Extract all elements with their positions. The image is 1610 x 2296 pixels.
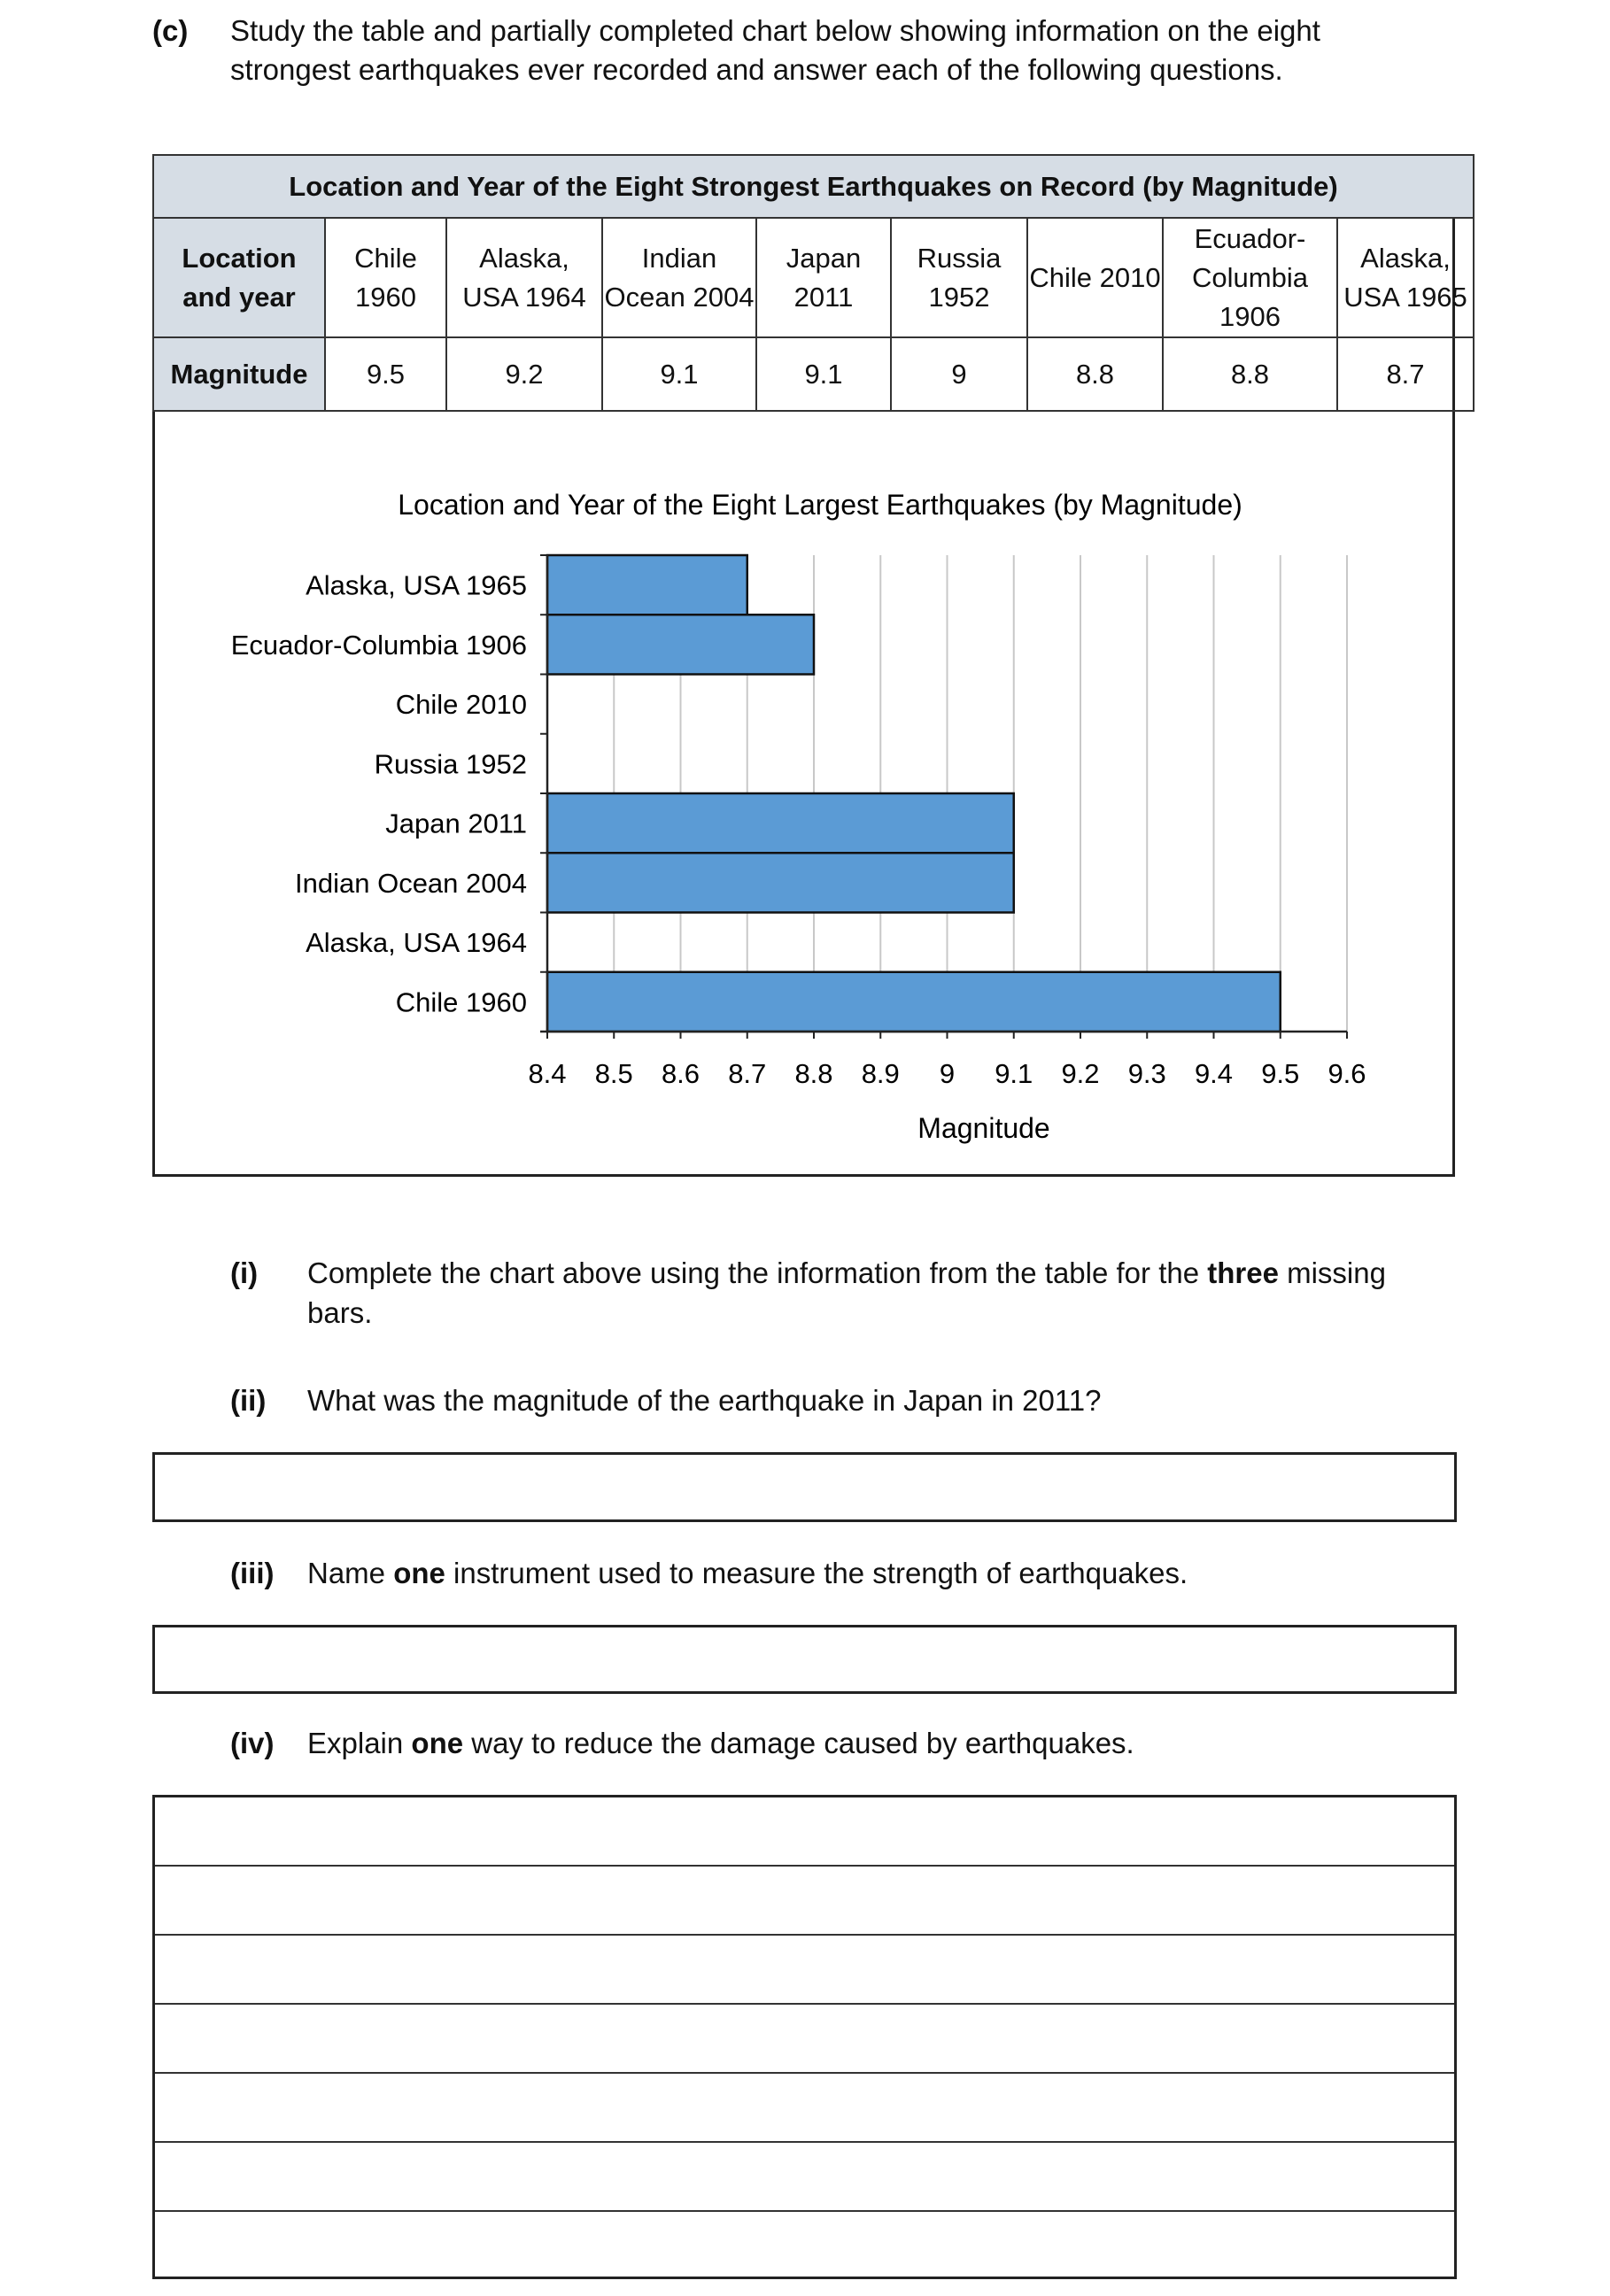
location-cell: Alaska, USA 1964 <box>445 217 603 338</box>
table-title: Location and Year of the Eight Strongest… <box>152 154 1475 219</box>
bar <box>546 970 1281 1033</box>
x-tick-label: 8.5 <box>595 1058 633 1089</box>
part-text: bars. <box>307 1294 372 1333</box>
answer-line <box>155 1934 1454 1936</box>
x-tick-label: 8.7 <box>728 1058 766 1089</box>
answer-box-ii[interactable] <box>152 1452 1457 1522</box>
text: missing <box>1278 1256 1386 1289</box>
answer-line <box>155 2210 1454 2212</box>
row-header-magnitude: Magnitude <box>152 336 326 412</box>
text: Complete the chart above using the infor… <box>307 1256 1208 1289</box>
location-cell: Japan 2011 <box>755 217 892 338</box>
x-tick-label: 9.1 <box>995 1058 1033 1089</box>
category-label: Alaska, USA 1965 <box>306 570 527 601</box>
text: instrument used to measure the strength … <box>445 1557 1188 1589</box>
emphasis: one <box>411 1727 464 1759</box>
magnitude-cell: 8.7 <box>1336 336 1475 412</box>
x-axis-label: Magnitude <box>917 1112 1049 1144</box>
x-tick-label: 8.8 <box>794 1058 832 1089</box>
x-tick-label: 9 <box>940 1058 955 1089</box>
part-label: (i) <box>230 1256 259 1289</box>
part-label: (iii) <box>230 1557 275 1589</box>
x-tick-label: 8.9 <box>862 1058 900 1089</box>
bar <box>546 852 1015 914</box>
part-text: Complete the chart above using the infor… <box>307 1254 1386 1293</box>
bar-chart: Location and Year of the Eight Largest E… <box>231 489 1366 1144</box>
location-cell: Russia 1952 <box>890 217 1028 338</box>
part-label: (ii) <box>230 1384 267 1417</box>
bar <box>546 553 748 616</box>
magnitude-cell: 9.1 <box>755 336 892 412</box>
row-header-location: Location and year <box>152 217 326 338</box>
intro-line-1: Study the table and partially completed … <box>230 14 1320 47</box>
x-tick-label: 8.4 <box>528 1058 566 1089</box>
x-tick-label: 9.6 <box>1327 1058 1366 1089</box>
category-label: Russia 1952 <box>375 748 527 779</box>
text: Explain <box>307 1727 412 1759</box>
category-label: Indian Ocean 2004 <box>295 868 527 899</box>
answer-line <box>155 2141 1454 2143</box>
part-text: Name one instrument used to measure the … <box>307 1554 1188 1593</box>
text: bars. <box>307 1296 373 1329</box>
category-label: Chile 2010 <box>396 689 527 720</box>
x-tick-label: 8.6 <box>662 1058 700 1089</box>
category-label: Chile 1960 <box>396 986 527 1017</box>
magnitude-cell: 9.5 <box>324 336 447 412</box>
answer-line <box>155 2072 1454 2074</box>
x-tick-label: 9.2 <box>1061 1058 1099 1089</box>
bar <box>546 614 816 676</box>
answer-line <box>155 2003 1454 2005</box>
magnitude-cell: 8.8 <box>1162 336 1338 412</box>
emphasis: three <box>1207 1256 1279 1289</box>
x-tick-label: 9.4 <box>1195 1058 1233 1089</box>
text: way to reduce the damage caused by earth… <box>463 1727 1134 1759</box>
answer-box-iii[interactable] <box>152 1625 1457 1694</box>
part-text: Explain one way to reduce the damage cau… <box>307 1724 1134 1763</box>
text: Name <box>307 1557 394 1589</box>
location-cell: Chile 1960 <box>324 217 447 338</box>
x-tick-label: 9.3 <box>1128 1058 1166 1089</box>
magnitude-cell: 9 <box>890 336 1028 412</box>
earthquake-table: Location and Year of the Eight Strongest… <box>152 154 1475 412</box>
magnitude-cell: 8.8 <box>1026 336 1164 412</box>
part-label: (iv) <box>230 1727 275 1759</box>
category-label: Ecuador-Columbia 1906 <box>231 630 527 661</box>
location-cell: Indian Ocean 2004 <box>601 217 757 338</box>
x-tick-label: 9.5 <box>1261 1058 1299 1089</box>
part-text: What was the magnitude of the earthquake… <box>307 1381 1102 1420</box>
location-cell: Alaska, USA 1965 <box>1336 217 1475 338</box>
category-label: Japan 2011 <box>385 808 527 839</box>
answer-line <box>155 1865 1454 1867</box>
category-label: Alaska, USA 1964 <box>306 927 527 958</box>
magnitude-cell: 9.1 <box>601 336 757 412</box>
emphasis: one <box>393 1557 445 1589</box>
bar <box>546 792 1015 854</box>
answer-box-iv[interactable] <box>152 1795 1457 2279</box>
question-label: (c) <box>152 14 189 47</box>
location-cell: Chile 2010 <box>1026 217 1164 338</box>
chart-title: Location and Year of the Eight Largest E… <box>398 489 1242 521</box>
intro-line-2: strongest earthquakes ever recorded and … <box>230 53 1283 86</box>
magnitude-cell: 9.2 <box>445 336 603 412</box>
location-cell: Ecuador-Columbia 1906 <box>1162 217 1338 338</box>
text: What was the magnitude of the earthquake… <box>307 1384 1102 1417</box>
